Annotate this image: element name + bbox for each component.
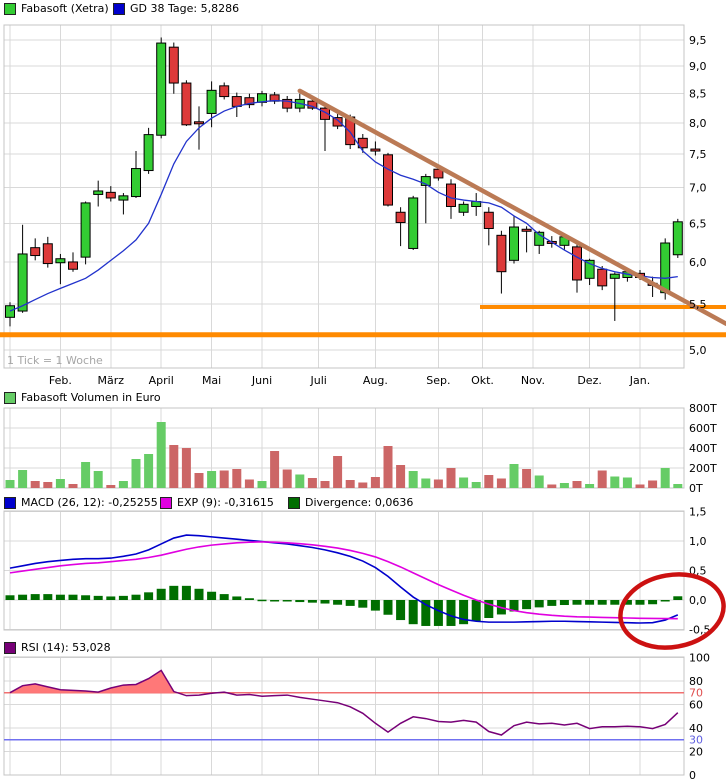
svg-text:100: 100: [689, 651, 710, 664]
exp-line: [9, 541, 678, 620]
svg-text:400T: 400T: [689, 442, 717, 455]
svg-text:70: 70: [689, 687, 703, 700]
price-series-swatch-icon: [4, 2, 16, 15]
svg-text:60: 60: [689, 698, 703, 711]
legend-divergence: Divergence: 0,0636: [288, 496, 413, 509]
svg-text:0T: 0T: [689, 482, 703, 495]
svg-text:200T: 200T: [689, 462, 717, 475]
svg-text:80: 80: [689, 675, 703, 688]
svg-text:600T: 600T: [689, 422, 717, 435]
svg-text:Juli: Juli: [310, 374, 327, 387]
svg-text:Mai: Mai: [202, 374, 221, 387]
crossover-annotation-ellipse: [618, 572, 726, 650]
candles: [5, 37, 683, 327]
rsi-axis-labels: 100 80 60 40 20 0 70 30: [689, 651, 710, 782]
svg-text:1,5: 1,5: [689, 506, 707, 519]
macd-axis-labels: 1,51,00,50,0-0,5: [689, 506, 710, 637]
gd38-swatch-icon: [113, 2, 125, 15]
rsi-overbought-fill: [10, 670, 227, 693]
svg-text:5,0: 5,0: [689, 344, 707, 357]
macd-label: MACD (26, 12): -0,25255: [21, 496, 158, 509]
macd-line: [9, 534, 679, 624]
volume-axis-labels: 800T 600T 400T 200T 0T: [689, 402, 717, 495]
svg-text:6,0: 6,0: [689, 256, 707, 269]
svg-text:März: März: [98, 374, 125, 387]
svg-text:Jan.: Jan.: [629, 374, 650, 387]
svg-text:7,5: 7,5: [689, 148, 707, 161]
svg-text:April: April: [149, 374, 174, 387]
svg-text:9,0: 9,0: [689, 60, 707, 73]
tick-note: 1 Tick = 1 Woche: [7, 354, 103, 367]
macd-swatch-icon: [4, 496, 16, 509]
svg-text:Nov.: Nov.: [521, 374, 545, 387]
month-axis-labels: Feb. März April Mai Juni Juli Aug. Sep. Okt. Nov.…: [49, 374, 650, 387]
downtrend-line: [297, 88, 726, 326]
svg-text:9,5: 9,5: [689, 34, 707, 47]
svg-text:30: 30: [689, 734, 703, 747]
legend-rsi: RSI (14): 53,028: [4, 641, 111, 654]
svg-text:40: 40: [689, 722, 703, 735]
price-axis-labels: 9,5 9,0 8,5 8,0 7,5 7,0 6,5 6,0 5,5 5,0: [689, 34, 707, 357]
volume-swatch-icon: [4, 391, 16, 404]
legend-volume: Fabasoft Volumen in Euro: [4, 391, 161, 404]
svg-text:Okt.: Okt.: [471, 374, 494, 387]
rsi-line: [9, 669, 679, 736]
volume-panel: [3, 407, 685, 489]
gd38-line: [9, 99, 678, 312]
svg-text:Juni: Juni: [251, 374, 272, 387]
svg-text:5,5: 5,5: [689, 298, 707, 311]
svg-text:0,0: 0,0: [689, 594, 707, 607]
volume-label: Fabasoft Volumen in Euro: [21, 391, 161, 404]
rsi-panel: [3, 656, 685, 776]
svg-text:Sep.: Sep.: [426, 374, 450, 387]
exp-swatch-icon: [160, 496, 172, 509]
legend-gd38: GD 38 Tage: 5,8286: [113, 2, 239, 15]
svg-text:0: 0: [689, 769, 696, 782]
divergence-swatch-icon: [288, 496, 300, 509]
legend-price-series: Fabasoft (Xetra): [4, 2, 109, 15]
legend-macd: MACD (26, 12): -0,25255: [4, 496, 158, 509]
gd38-label: GD 38 Tage: 5,8286: [130, 2, 240, 15]
rsi-label: RSI (14): 53,028: [21, 641, 111, 654]
svg-text:20: 20: [689, 745, 703, 758]
svg-text:Feb.: Feb.: [49, 374, 72, 387]
svg-text:Aug.: Aug.: [363, 374, 388, 387]
svg-text:7,0: 7,0: [689, 181, 707, 194]
support-lines: [0, 305, 726, 338]
legend-exp: EXP (9): -0,31615: [160, 496, 274, 509]
exp-label: EXP (9): -0,31615: [177, 496, 274, 509]
price-series-label: Fabasoft (Xetra): [21, 2, 109, 15]
divergence-bars: [5, 585, 683, 626]
rsi-swatch-icon: [4, 641, 16, 654]
svg-text:800T: 800T: [689, 402, 717, 415]
svg-text:6,5: 6,5: [689, 217, 707, 230]
svg-text:Dez.: Dez.: [577, 374, 602, 387]
volume-bars: [5, 422, 683, 488]
svg-text:8,5: 8,5: [689, 88, 707, 101]
divergence-label: Divergence: 0,0636: [305, 496, 414, 509]
macd-panel: [3, 510, 685, 631]
svg-text:1,0: 1,0: [689, 535, 707, 548]
svg-text:8,0: 8,0: [689, 117, 707, 130]
